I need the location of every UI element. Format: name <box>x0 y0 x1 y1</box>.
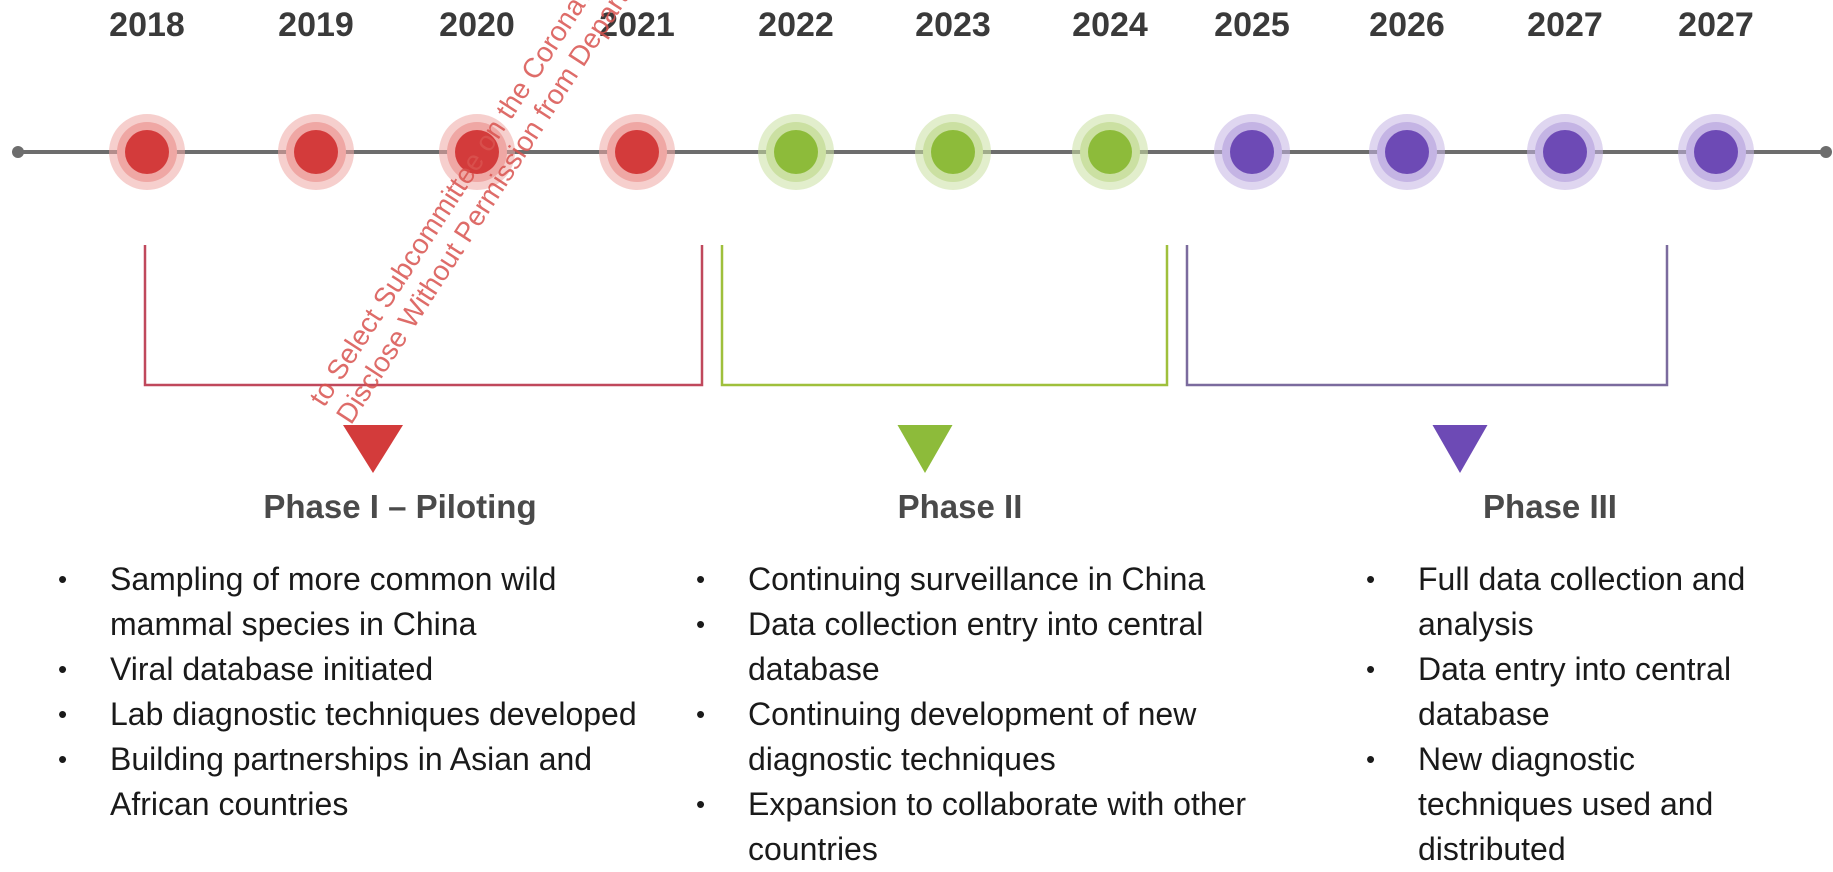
year-label: 2023 <box>915 6 991 44</box>
phase-pointer-triangle <box>897 425 953 473</box>
year-label: 2018 <box>109 6 185 44</box>
phase-2-bullet: Expansion to collaborate with other coun… <box>690 782 1310 872</box>
phase-2-list: Continuing surveillance in China Data co… <box>690 557 1310 872</box>
phase-3-bullet: New diagnostic techniques used and distr… <box>1360 737 1780 872</box>
year-label: 2019 <box>278 6 354 44</box>
phase-bracket <box>143 245 704 387</box>
phase-2-title: Phase II <box>897 488 1023 525</box>
year-node <box>1230 130 1274 174</box>
phase-bracket <box>720 245 1169 387</box>
year-node <box>1543 130 1587 174</box>
phase-3-list: Full data collection and analysis Data e… <box>1360 557 1780 872</box>
year-node <box>125 130 169 174</box>
axis-end-cap <box>1820 146 1832 158</box>
year-label: 2022 <box>758 6 834 44</box>
year-node <box>455 130 499 174</box>
phase-bracket <box>1185 245 1669 387</box>
year-node <box>1385 130 1429 174</box>
phase-1-bullet: Building partnerships in Asian and Afric… <box>52 737 672 827</box>
year-node <box>931 130 975 174</box>
phase-3-bullet: Data entry into central database <box>1360 647 1780 737</box>
year-label: 2026 <box>1369 6 1445 44</box>
phase-2-bullet: Data collection entry into central datab… <box>690 602 1310 692</box>
year-node <box>1694 130 1738 174</box>
phase-2-bullet: Continuing development of new diagnostic… <box>690 692 1310 782</box>
year-label: 2021 <box>599 6 675 44</box>
phase-3-title: Phase III <box>1483 488 1617 525</box>
phase-pointer-triangle <box>343 425 403 473</box>
axis-start-cap <box>12 146 24 158</box>
phase-1-title: Phase I – Piloting <box>263 488 537 525</box>
phase-pointer-triangle <box>1432 425 1488 473</box>
year-node <box>294 130 338 174</box>
phase-1-list: Sampling of more common wild mammal spec… <box>52 557 672 827</box>
year-label: 2020 <box>439 6 515 44</box>
year-label: 2027 <box>1527 6 1603 44</box>
phase-3-bullet: Full data collection and analysis <box>1360 557 1780 647</box>
phase-1-bullet: Lab diagnostic techniques developed <box>52 692 672 737</box>
phase-1-bullet: Sampling of more common wild mammal spec… <box>52 557 672 647</box>
phase-1-bullet: Viral database initiated <box>52 647 672 692</box>
year-label: 2027 <box>1678 6 1754 44</box>
year-node <box>1088 130 1132 174</box>
phase-2-bullet: Continuing surveillance in China <box>690 557 1310 602</box>
year-node <box>615 130 659 174</box>
year-label: 2024 <box>1072 6 1148 44</box>
year-node <box>774 130 818 174</box>
year-label: 2025 <box>1214 6 1290 44</box>
